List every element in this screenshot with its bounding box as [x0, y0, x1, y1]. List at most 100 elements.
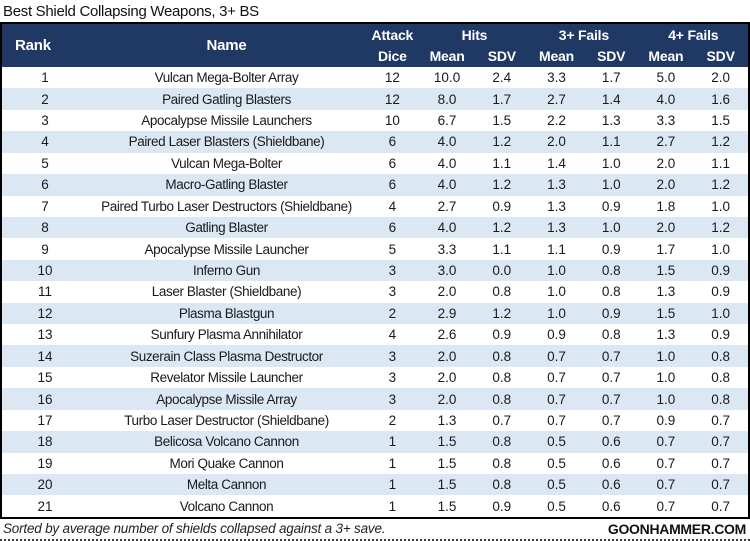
hits-sdv-cell: 0.8 [492, 370, 512, 386]
attack-dice-cell: 10 [384, 113, 400, 129]
fails3-group-header: 3+ Fails [558, 26, 609, 43]
fails4-mean-cell: 3.3 [656, 113, 676, 129]
hits-sdv-cell: 0.8 [492, 391, 512, 407]
fails4-sdv-cell: 0.7 [711, 434, 731, 450]
fails4-mean-cell: 0.7 [656, 434, 676, 450]
rank-cell: 5 [41, 155, 49, 171]
name-cell: Apocalypse Missile Launchers [141, 113, 312, 129]
name-cell: Sunfury Plasma Annihilator [150, 327, 303, 343]
fails4-sdv-cell: 2.0 [711, 70, 731, 86]
fails4-mean-cell: 0.7 [656, 498, 676, 514]
fails3-mean-cell: 0.7 [547, 391, 566, 407]
name-cell: Apocalypse Missile Array [156, 391, 297, 407]
fails3-sdv-cell: 0.9 [601, 241, 621, 257]
fails3-mean-cell: 0.5 [547, 477, 566, 493]
attack-dice-cell: 3 [388, 370, 397, 386]
fails4-mean-cell: 1.0 [656, 370, 676, 386]
fails4-mean-cell: 1.0 [656, 348, 676, 364]
name-cell: Apocalypse Missile Launcher [144, 241, 309, 257]
hits-sdv-cell: 1.2 [492, 305, 512, 321]
hits-sdv-cell: 0.9 [492, 327, 512, 343]
table-row: 4 Paired Laser Blasters (Shieldbane) 6 4.0 1… [2, 131, 748, 153]
table-body: 1 Vulcan Mega-Bolter Array 12 10.0 2.4 3.3 1.7… [2, 67, 748, 517]
table-row: 14 Suzerain Class Plasma Destructor 3 2.0 0.… [2, 345, 748, 367]
rank-cell: 9 [41, 241, 49, 257]
table-row: 13 Sunfury Plasma Annihilator 4 2.6 0.9 0.9 0.… [2, 324, 748, 345]
rank-cell: 17 [37, 412, 53, 428]
name-cell: Suzerain Class Plasma Destructor [130, 348, 323, 364]
fails4-sdv-cell: 0.9 [711, 327, 731, 343]
name-cell: Inferno Gun [193, 263, 260, 278]
hits-mean-cell: 2.0 [437, 348, 457, 364]
fails4-mean-cell: 1.8 [656, 198, 676, 214]
rank-cell: 12 [37, 305, 53, 321]
attack-dice-cell: 1 [388, 477, 397, 493]
fails4-mean-cell: 1.3 [656, 284, 676, 300]
fails4-sdv-cell: 1.2 [711, 220, 731, 236]
fails3-mean-cell: 0.7 [547, 370, 566, 386]
fails4-mean-cell: 5.0 [656, 70, 676, 86]
fails3-mean-cell: 2.7 [547, 91, 566, 107]
fails4-mean-cell: 1.7 [656, 241, 676, 257]
fails3-mean-cell: 3.3 [547, 70, 566, 86]
name-cell: Turbo Laser Destructor (Shieldbane) [124, 412, 329, 428]
fails3-sdv-cell: 0.9 [601, 198, 621, 214]
table-row: 18 Belicosa Volcano Cannon 1 1.5 0.8 0.5 0.6 0.… [2, 431, 748, 453]
rank-cell: 21 [37, 498, 53, 514]
rank-cell: 14 [37, 348, 53, 364]
hits-mean-cell: 2.9 [437, 305, 457, 321]
attack-dice-cell: 5 [388, 241, 397, 257]
hits-sdv-cell: 1.7 [492, 91, 512, 107]
fails4-mean-cell: 2.0 [656, 155, 676, 171]
name-cell: Melta Cannon [186, 477, 267, 493]
hits-sdv-cell: 0.9 [492, 498, 512, 514]
rank-cell: 13 [37, 327, 53, 343]
fails3-sdv-cell: 1.4 [601, 91, 621, 107]
page-title: Best Shield Collapsing Weapons, 3+ BS [3, 3, 259, 20]
bottom-edge-divider [0, 536, 750, 541]
fails4-mean-cell: 0.7 [656, 477, 676, 493]
fails4-mean-cell: 1.3 [656, 327, 676, 343]
table-footer: Sorted by average number of shields coll… [0, 519, 750, 537]
fails4-mean-cell: 2.0 [656, 177, 676, 193]
table-row: 12 Plasma Blastgun 2 2.9 1.2 1.0 0.9 1.5 1.0 [2, 302, 748, 325]
fails4-sdv-cell: 1.0 [711, 241, 731, 257]
attack-dice-cell: 3 [388, 348, 397, 364]
fails4-sdv-cell: 1.2 [711, 177, 731, 193]
fails3-sdv-cell: 1.7 [601, 70, 621, 86]
attack-dice-cell: 3 [388, 284, 397, 300]
rank-cell: 20 [37, 477, 53, 493]
hits-mean-cell: 4.0 [437, 220, 457, 236]
rank-cell: 10 [37, 263, 53, 278]
fails4-sdv-cell: 0.8 [711, 348, 731, 364]
hits-mean-cell: 2.0 [437, 370, 457, 386]
fails3-mean-cell: 0.7 [547, 412, 566, 428]
hits-mean-cell: 10.0 [433, 70, 461, 86]
hits-mean-cell: 1.5 [437, 498, 457, 514]
hits-mean-cell: 1.5 [437, 477, 457, 493]
name-cell: Plasma Blastgun [178, 305, 275, 321]
fails3-sdv-cell: 1.0 [601, 155, 621, 171]
fails3-sdv-cell: 0.6 [601, 498, 621, 514]
fails4-sdv-cell: 1.6 [711, 91, 731, 107]
fails3-mean-cell: 2.0 [547, 134, 566, 150]
hits-sdv-cell: 0.0 [492, 263, 512, 278]
hits-mean-cell: 4.0 [437, 177, 457, 193]
table-row: 3 Apocalypse Missile Launchers 10 6.7 1.5 2.2… [2, 110, 748, 131]
attack-dice-cell: 6 [388, 177, 397, 193]
fails3-mean-cell: 0.9 [547, 327, 566, 343]
fails3-mean-cell: 1.0 [547, 284, 566, 300]
fails4-sdv-cell: 0.8 [711, 391, 731, 407]
hits-mean-cell: 3.3 [437, 241, 457, 257]
table-row: 17 Turbo Laser Destructor (Shieldbane) 2 1.… [2, 410, 748, 431]
weapons-table: Rank Name Attack Hits 3+ Fails 4+ Fails … [0, 22, 750, 519]
hits-mean-cell: 2.6 [437, 327, 457, 343]
fails4-sdv-cell: 1.5 [711, 113, 731, 129]
fails4-mean-cell: 1.5 [656, 263, 676, 278]
rank-cell: 16 [37, 391, 53, 407]
table-header: Rank Name Attack Hits 3+ Fails 4+ Fails … [2, 24, 748, 67]
fails3-sdv-cell: 0.7 [601, 370, 621, 386]
rank-cell: 19 [37, 455, 53, 471]
table-row: 6 Macro-Gatling Blaster 6 4.0 1.2 1.3 1.0 2.0 1.… [2, 174, 748, 196]
fails3-sdv-cell: 0.6 [601, 477, 621, 493]
